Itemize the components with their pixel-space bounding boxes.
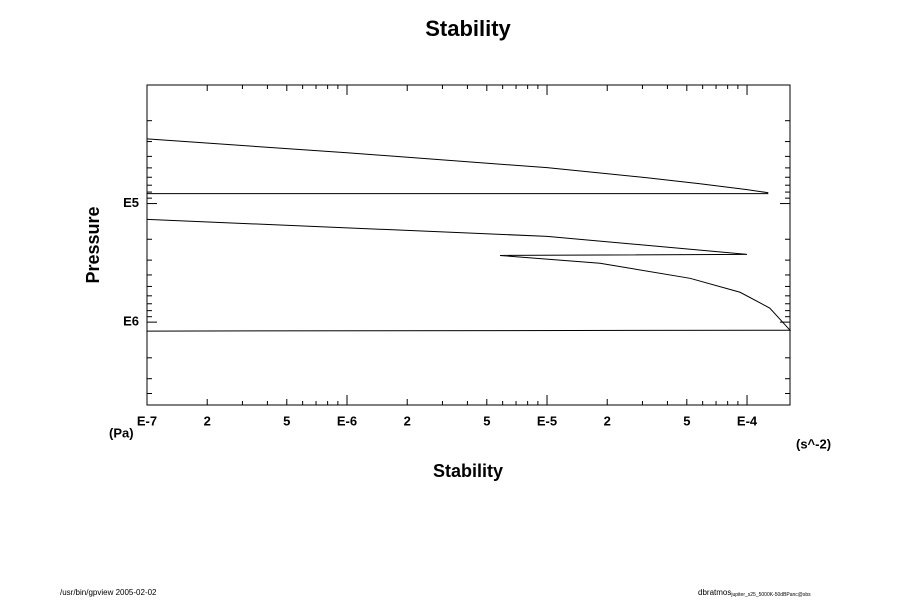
footer-right-sub: jupiter_s25_5000K-50dBPanc@sbs (730, 592, 811, 598)
chart-title: Stability (425, 16, 511, 41)
x-tick-label: 2 (404, 413, 411, 428)
y-axis-label: Pressure (83, 206, 103, 283)
footer-right: dbratmosjupiter_s25_5000K-50dBPanc@sbs (698, 588, 811, 598)
x-tick-label: E-4 (737, 413, 758, 428)
data-line (146, 138, 792, 332)
x-tick-label: E-7 (137, 413, 157, 428)
x-tick-label: E-6 (337, 413, 357, 428)
footer-right-main: dbratmos (698, 588, 731, 597)
x-axis-label: Stability (433, 461, 503, 481)
x-unit: (s^-2) (796, 436, 831, 451)
footer-left: /usr/bin/gpview 2005-02-02 (60, 588, 157, 597)
y-tick-label: E5 (123, 195, 139, 210)
x-tick-label: 2 (604, 413, 611, 428)
x-tick-label: 2 (204, 413, 211, 428)
y-tick-label: E6 (123, 314, 139, 329)
x-tick-label: E-5 (537, 413, 557, 428)
x-tick-label: 5 (683, 413, 690, 428)
x-tick-label: 5 (483, 413, 490, 428)
plot-frame (146, 84, 791, 406)
y-unit: (Pa) (109, 425, 134, 440)
x-tick-label: 5 (283, 413, 290, 428)
